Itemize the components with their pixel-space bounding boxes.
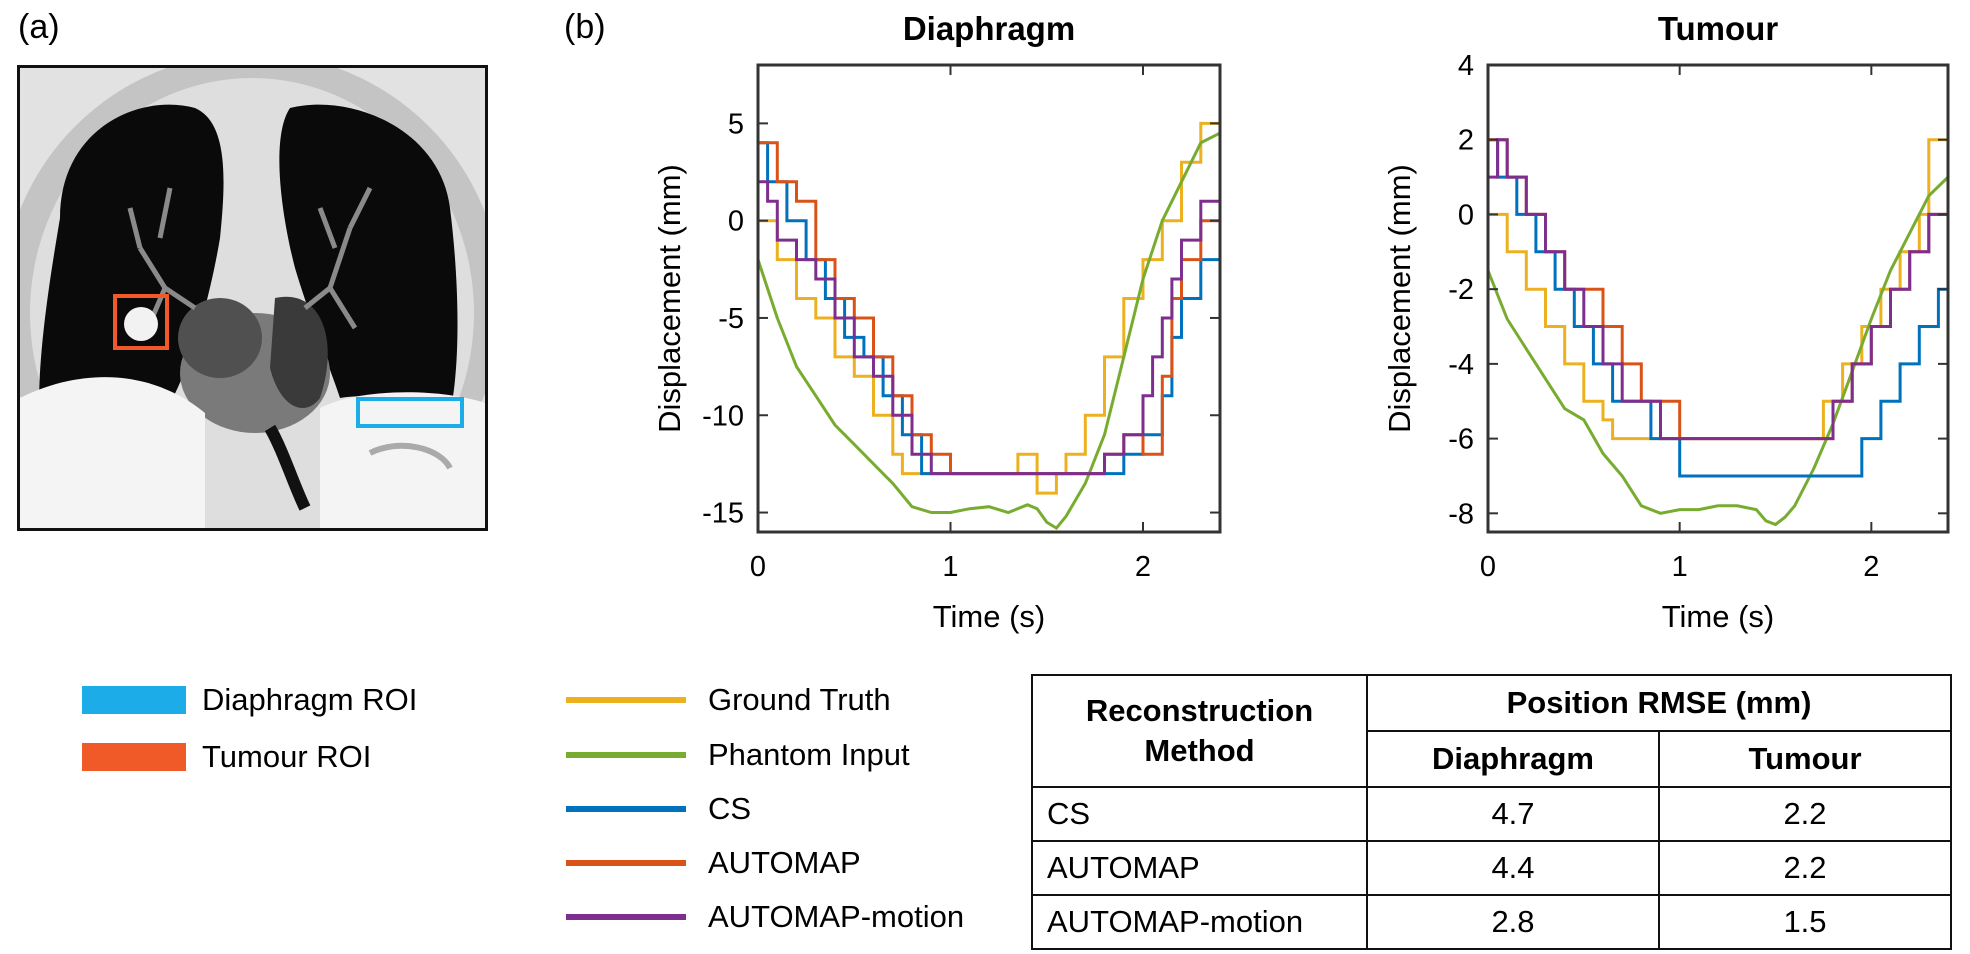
rmse-table: Reconstruction Method Position RMSE (mm)…: [1031, 674, 1952, 950]
legend-label-cs: CS: [708, 791, 752, 826]
plot-area: [1488, 102, 1948, 527]
table-cell-method: AUTOMAP: [1031, 840, 1368, 896]
y-tick-label: -15: [702, 498, 744, 530]
legend-label-phantom-input: Phantom Input: [708, 737, 910, 772]
phantom-image: [17, 65, 488, 531]
series-line-ground-truth: [758, 84, 1220, 495]
series-line-phantom-input: [758, 131, 1220, 531]
panel-label-a: (a): [18, 8, 60, 46]
table-cell-method: CS: [1031, 786, 1368, 842]
x-axis-label: Time (s): [1662, 599, 1775, 634]
legend-label-automap-motion: AUTOMAP-motion: [708, 899, 965, 934]
y-tick-label: 0: [728, 206, 744, 238]
panel-label-b: (b): [564, 8, 606, 46]
table-cell-diaphragm: 4.7: [1366, 786, 1660, 842]
legend-item-automap: AUTOMAP: [566, 845, 861, 881]
legend-item-ground-truth: Ground Truth: [566, 682, 891, 718]
y-tick-label: -2: [1448, 274, 1474, 306]
chart-title: Diaphragm: [903, 10, 1075, 47]
y-tick-label: -10: [702, 400, 744, 432]
y-tick-label: 2: [1458, 125, 1474, 157]
table-header-method: Reconstruction Method: [1031, 674, 1368, 788]
series-line-cs: [1488, 138, 1948, 478]
tumour-chart: Tumour 0 1 2 4 2 0 -2 -4 -6 -8 Time (s) Displacement…: [1382, 10, 1950, 634]
legend-label-diaphragm-roi: Diaphragm ROI: [202, 682, 418, 717]
diaphragm-chart: Diaphragm 0 1 2 5 0 -5 -10 -15 Time (s) Displaceme…: [652, 10, 1222, 634]
tumour-roi-box: [113, 294, 169, 350]
legend-item-diaphragm-roi: Diaphragm ROI: [82, 682, 417, 718]
table-row: AUTOMAP 4.4 2.2: [1031, 840, 1952, 896]
table-cell-tumour: 2.2: [1658, 786, 1952, 842]
legend-swatch-tumour-roi: [82, 743, 186, 771]
y-tick-label: 0: [1458, 199, 1474, 231]
x-tick-label: 2: [1135, 551, 1151, 583]
legend-item-cs: CS: [566, 791, 751, 827]
table-header-diaphragm: Diaphragm: [1366, 730, 1660, 788]
legend-label-automap: AUTOMAP: [708, 845, 861, 880]
legend-swatch-diaphragm-roi: [82, 686, 186, 714]
table-cell-tumour: 2.2: [1658, 840, 1952, 896]
series-line-automap-motion: [1488, 138, 1948, 441]
y-tick-label: -5: [718, 303, 744, 335]
y-axis-label: Displacement (mm): [1382, 164, 1417, 433]
table-cell-diaphragm: 2.8: [1366, 894, 1660, 950]
table-header-rmse: Position RMSE (mm): [1366, 674, 1952, 732]
x-tick-label: 2: [1863, 551, 1879, 583]
table-row: AUTOMAP-motion 2.8 1.5: [1031, 894, 1952, 950]
plot-area: [758, 84, 1220, 531]
x-tick-label: 1: [942, 551, 958, 583]
series-line-ground-truth: [1488, 102, 1948, 441]
legend-item-automap-motion: AUTOMAP-motion: [566, 899, 964, 935]
y-tick-label: 4: [1458, 50, 1474, 82]
chart-title: Tumour: [1658, 10, 1779, 47]
legend-item-tumour-roi: Tumour ROI: [82, 739, 371, 775]
table-header-method-line1: Reconstruction: [1085, 693, 1314, 728]
table-header-method-line2: Method: [1144, 733, 1255, 768]
legend-line-automap: [566, 860, 686, 866]
table-header-tumour: Tumour: [1658, 730, 1952, 788]
y-tick-label: -6: [1448, 424, 1474, 456]
legend-line-cs: [566, 806, 686, 812]
table-row: CS 4.7 2.2: [1031, 786, 1952, 842]
x-axis-label: Time (s): [933, 599, 1046, 634]
x-tick-label: 1: [1672, 551, 1688, 583]
axes-frame: [1486, 63, 1950, 534]
phantom-illustration: [20, 68, 485, 528]
legend-line-automap-motion: [566, 914, 686, 920]
legend-line-phantom-input: [566, 752, 686, 758]
table-cell-diaphragm: 4.4: [1366, 840, 1660, 896]
series-line-automap-motion: [758, 142, 1220, 476]
y-tick-label: -8: [1448, 498, 1474, 530]
legend-line-ground-truth: [566, 697, 686, 703]
series-line-cs: [758, 141, 1220, 476]
legend-label-ground-truth: Ground Truth: [708, 682, 891, 717]
legend-label-tumour-roi: Tumour ROI: [202, 739, 372, 774]
series-line-phantom-input: [1488, 176, 1948, 527]
y-tick-label: -4: [1448, 349, 1474, 381]
x-tick-label: 0: [750, 551, 766, 583]
series-line-automap: [758, 141, 1220, 476]
x-tick-label: 0: [1480, 551, 1496, 583]
y-axis-label: Displacement (mm): [652, 164, 687, 433]
table-cell-method: AUTOMAP-motion: [1031, 894, 1368, 950]
table-cell-tumour: 1.5: [1658, 894, 1952, 950]
legend-item-phantom-input: Phantom Input: [566, 737, 910, 773]
axes-frame: [756, 63, 1222, 534]
tumour-blob: [124, 307, 158, 341]
diaphragm-roi-box: [356, 397, 464, 428]
y-tick-label: 5: [728, 108, 744, 140]
